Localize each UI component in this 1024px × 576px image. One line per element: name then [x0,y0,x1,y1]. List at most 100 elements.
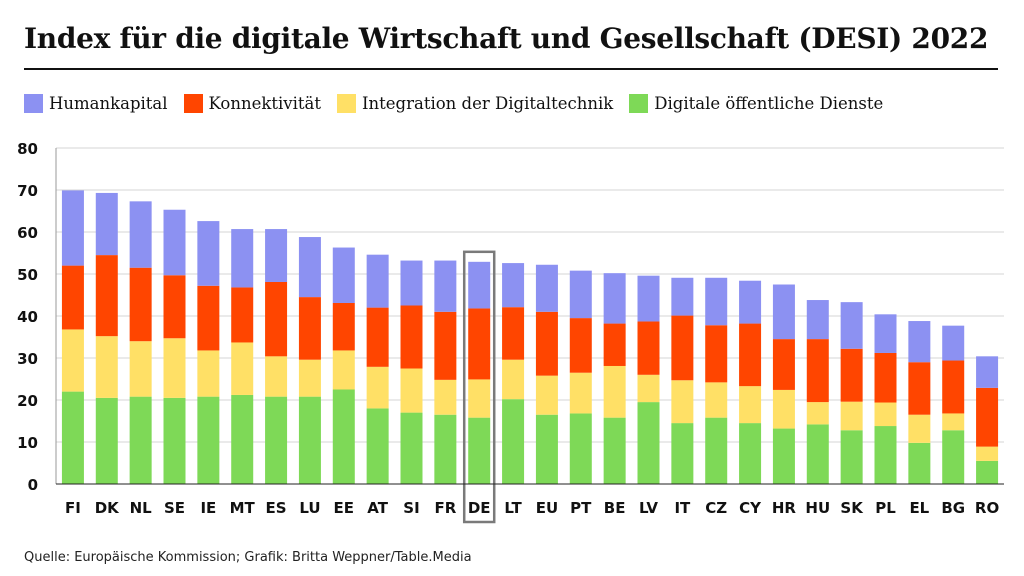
bar-SK-series-3 [840,302,863,349]
bar-IT-series-0 [671,423,694,484]
bar-HU-series-1 [806,402,829,425]
bar-ES-series-1 [265,356,288,397]
bar-EE-series-2 [332,302,355,351]
bar-BG-series-2 [942,360,965,414]
title-underline [24,68,998,70]
y-tick-label-70: 70 [17,182,38,200]
legend-swatch-konnektivitaet [183,93,203,113]
bar-PL-series-0 [874,426,897,484]
bar-SE-series-3 [163,209,186,276]
x-tick-label-IE: IE [200,499,216,517]
x-tick-label-NL: NL [130,499,153,517]
x-tick-label-EL: EL [909,499,929,517]
bar-EU-series-0 [535,414,558,484]
bar-CZ-series-2 [705,325,728,383]
bar-HU-series-2 [806,339,829,403]
x-tick-label-ES: ES [266,499,287,517]
bar-EE-series-3 [332,247,355,303]
bar-PL-series-3 [874,314,897,353]
x-tick-label-LV: LV [639,499,658,517]
y-tick-label-40: 40 [17,308,38,326]
bar-SI-series-3 [400,260,423,306]
bar-HR-series-3 [772,284,795,340]
bar-FR-series-3 [434,260,457,312]
bar-LV-series-3 [637,275,660,322]
legend-item-oeffentliche-dienste: Digitale öffentliche Dienste [629,93,884,113]
bar-PL-series-2 [874,352,897,403]
legend-label-oeffentliche-dienste: Digitale öffentliche Dienste [654,93,884,113]
bar-NL-series-1 [129,341,152,397]
x-tick-label-SI: SI [403,499,419,517]
bar-CY-series-2 [739,323,762,387]
bar-BE-series-0 [603,417,626,484]
y-tick-label-30: 30 [17,350,38,368]
bar-BE-series-2 [603,323,626,366]
legend-item-humankapital: Humankapital [24,93,168,113]
bar-IT-series-2 [671,315,694,381]
bar-LT-series-0 [502,399,525,484]
bar-PL-series-1 [874,402,897,427]
bar-SK-series-1 [840,401,863,431]
x-tick-label-DK: DK [95,499,120,517]
bar-EL-series-1 [908,414,931,443]
y-tick-label-80: 80 [17,140,38,158]
x-tick-label-SE: SE [164,499,185,517]
y-tick-label-60: 60 [17,224,38,242]
legend-swatch-integration [337,93,356,113]
bar-CZ-series-0 [705,417,728,484]
bar-CY-series-3 [739,280,762,324]
bar-IE-series-3 [197,221,220,286]
x-tick-label-MT: MT [230,499,256,517]
x-tick-label-BG: BG [941,499,965,517]
bar-HU-series-0 [806,424,829,484]
x-tick-label-AT: AT [367,499,388,517]
bar-HR-series-1 [772,389,795,429]
bar-EL-series-3 [908,321,931,363]
bar-FI-series-0 [61,391,84,484]
x-tick-label-HR: HR [772,499,797,517]
bar-PT-series-1 [569,372,592,414]
source-credit: Quelle: Europäische Kommission; Grafik: … [24,550,472,565]
x-tick-label-CY: CY [739,499,762,517]
bar-RO-series-3 [976,356,999,388]
bar-BG-series-0 [942,430,965,484]
bar-BG-series-3 [942,325,965,361]
y-tick-label-10: 10 [17,434,38,452]
bar-PT-series-0 [569,413,592,484]
bar-IE-series-1 [197,350,220,397]
bar-SE-series-2 [163,275,186,339]
legend-swatch-humankapital [24,93,43,113]
bar-SI-series-1 [400,368,423,413]
bar-EL-series-0 [908,442,931,484]
x-tick-label-BE: BE [604,499,626,517]
bar-DE-series-0 [468,417,491,484]
bar-RO-series-1 [976,446,999,461]
bar-DK-series-3 [95,192,118,256]
bar-FI-series-1 [61,329,84,392]
bar-LV-series-2 [637,321,660,375]
bar-LU-series-3 [298,237,321,298]
bar-ES-series-2 [265,281,288,357]
legend-item-integration: Integration der Digitaltechnik [337,93,613,113]
y-tick-label-0: 0 [28,476,38,494]
bar-SK-series-0 [840,430,863,484]
bar-EE-series-0 [332,389,355,484]
x-tick-label-CZ: CZ [705,499,727,517]
bar-DE-series-2 [468,308,491,380]
legend: Humankapital Konnektivität Integration d… [24,92,899,114]
bar-FR-series-1 [434,379,457,415]
bar-HR-series-2 [772,339,795,390]
x-tick-label-EU: EU [536,499,558,517]
bar-LU-series-0 [298,396,321,484]
bar-FR-series-0 [434,414,457,484]
bar-FI-series-3 [61,190,84,266]
bar-SE-series-1 [163,338,186,398]
y-tick-label-20: 20 [17,392,38,410]
x-tick-label-LT: LT [504,499,522,517]
bar-BG-series-1 [942,413,965,431]
bar-DE-series-1 [468,379,491,418]
bar-EU-series-3 [535,264,558,312]
bar-HU-series-3 [806,300,829,340]
x-tick-label-IT: IT [674,499,691,517]
